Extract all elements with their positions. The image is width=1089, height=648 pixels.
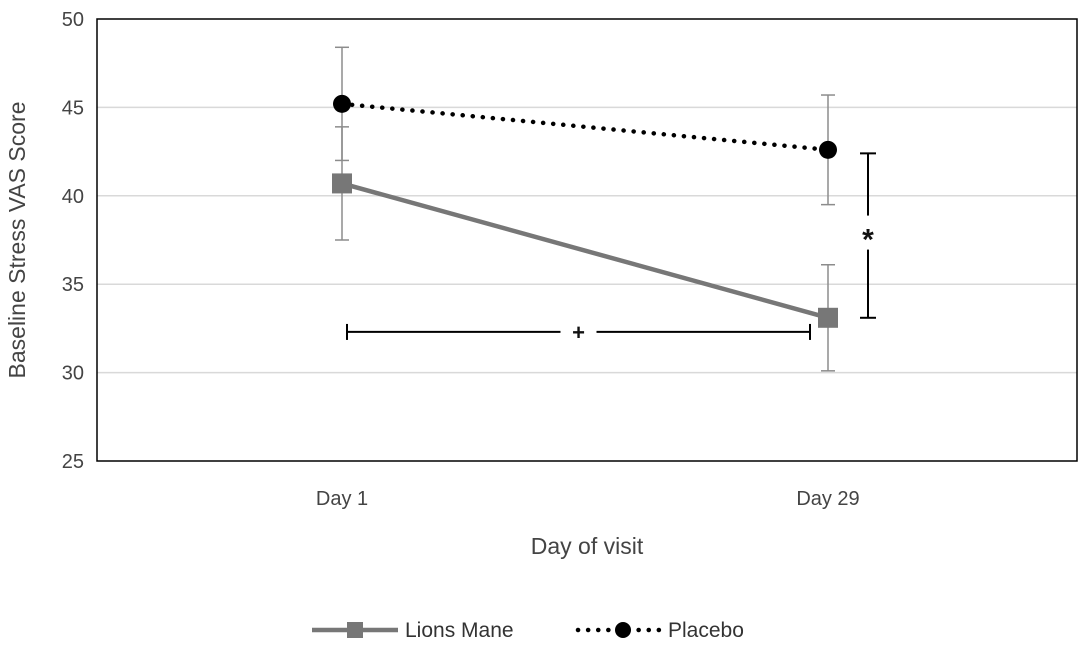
y-tick-label: 50 bbox=[62, 9, 84, 31]
significance-annotations: +* bbox=[346, 152, 876, 345]
data-point bbox=[332, 173, 352, 194]
legend-item: Lions Mane bbox=[312, 619, 514, 642]
series-line bbox=[341, 181, 829, 320]
legend-label: Lions Mane bbox=[405, 619, 514, 642]
y-tick-labels: 25 30 35 40 45 50 bbox=[62, 9, 84, 473]
legend: Lions Mane Placebo bbox=[312, 619, 744, 642]
x-axis-title: Day of visit bbox=[531, 533, 644, 559]
legend-item: Placebo bbox=[575, 619, 744, 642]
series-lines bbox=[339, 101, 831, 320]
y-tick-label: 35 bbox=[62, 274, 84, 296]
legend-swatch-marker bbox=[347, 622, 363, 638]
data-point bbox=[819, 140, 837, 159]
significance-marker: + bbox=[572, 320, 585, 345]
data-point bbox=[818, 307, 838, 328]
y-tick-label: 40 bbox=[62, 186, 84, 208]
plot-frame bbox=[96, 18, 1078, 462]
series-line bbox=[339, 101, 831, 153]
x-tick-label: Day 29 bbox=[796, 488, 859, 510]
y-tick-label: 30 bbox=[62, 363, 84, 385]
x-tick-label: Day 1 bbox=[316, 488, 368, 510]
data-point bbox=[333, 94, 351, 113]
gridlines bbox=[97, 106, 1077, 374]
x-tick-labels: Day 1 Day 29 bbox=[316, 488, 860, 510]
series-markers bbox=[332, 94, 838, 328]
y-tick-label: 25 bbox=[62, 451, 84, 473]
error-bars bbox=[335, 46, 835, 372]
y-tick-label: 45 bbox=[62, 97, 84, 119]
significance-marker: * bbox=[862, 224, 874, 257]
legend-label: Placebo bbox=[668, 619, 744, 642]
y-axis-title: Baseline Stress VAS Score bbox=[4, 102, 30, 379]
legend-swatch-marker bbox=[615, 622, 631, 638]
